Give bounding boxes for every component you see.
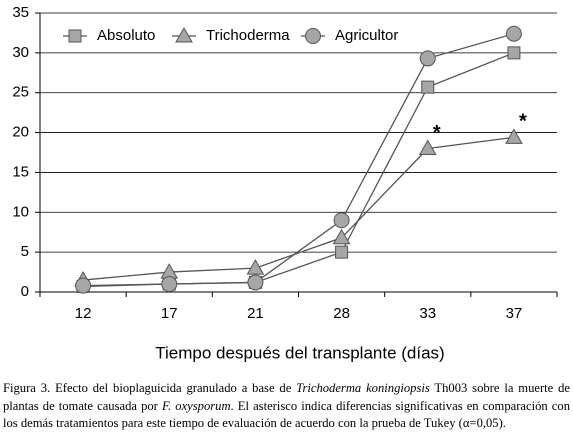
legend-label: Trichoderma: [206, 27, 290, 44]
y-tick-label: 5: [21, 243, 29, 260]
series-line: [83, 136, 515, 281]
legend-marker: [305, 28, 321, 44]
x-tick-label: 17: [161, 305, 178, 322]
x-tick-label: 37: [506, 305, 523, 322]
data-point: [335, 245, 349, 259]
data-point: [247, 274, 264, 291]
data-point: [246, 259, 265, 275]
legend-marker: [68, 29, 82, 43]
series-line: [83, 33, 515, 287]
data-point: [507, 46, 521, 60]
y-tick-label: 10: [12, 203, 29, 220]
legend-label: Agricultor: [335, 27, 398, 44]
y-tick-label: 35: [12, 4, 29, 21]
data-point: [418, 139, 437, 156]
chart: Tiempo después del transplante (días) 0 5…: [12, 4, 558, 362]
caption-text: Th003 sobre la muerte de plantas de toma…: [3, 381, 570, 413]
y-tick-label: 0: [21, 283, 29, 300]
legend-marker: [175, 26, 193, 43]
data-point: [75, 277, 92, 294]
data-point: [332, 228, 351, 245]
data-point: [505, 128, 523, 144]
annotation: *: [519, 111, 527, 133]
data-point: [421, 80, 435, 94]
x-tick-label: 12: [75, 305, 92, 322]
y-tick-label: 20: [12, 124, 29, 141]
y-tick-label: 15: [12, 163, 29, 180]
caption-text: . El asterisco indica diferencias signif…: [3, 398, 570, 431]
caption-text: Figura 3. Efecto del bioplaguicida granu…: [3, 381, 297, 395]
data-point: [160, 263, 179, 279]
caption: Figura 3. Efecto del bioplaguicida granu…: [3, 380, 570, 433]
caption-italic: F. oxysporum: [161, 398, 231, 413]
data-point: [161, 276, 178, 293]
y-tick-label: 30: [12, 44, 29, 61]
x-tick-label: 21: [247, 305, 264, 322]
x-tick-label: 28: [333, 305, 350, 322]
annotation: *: [433, 122, 441, 144]
legend-label: Absoluto: [97, 27, 155, 44]
x-axis-label: Tiempo después del transplante (días): [155, 343, 444, 362]
y-tick-label: 25: [12, 84, 29, 101]
data-point: [419, 50, 436, 67]
x-tick-label: 33: [419, 305, 436, 322]
data-point: [333, 212, 350, 229]
caption-italic: Trichoderma koningiopsis: [296, 381, 430, 395]
data-point: [505, 25, 522, 42]
